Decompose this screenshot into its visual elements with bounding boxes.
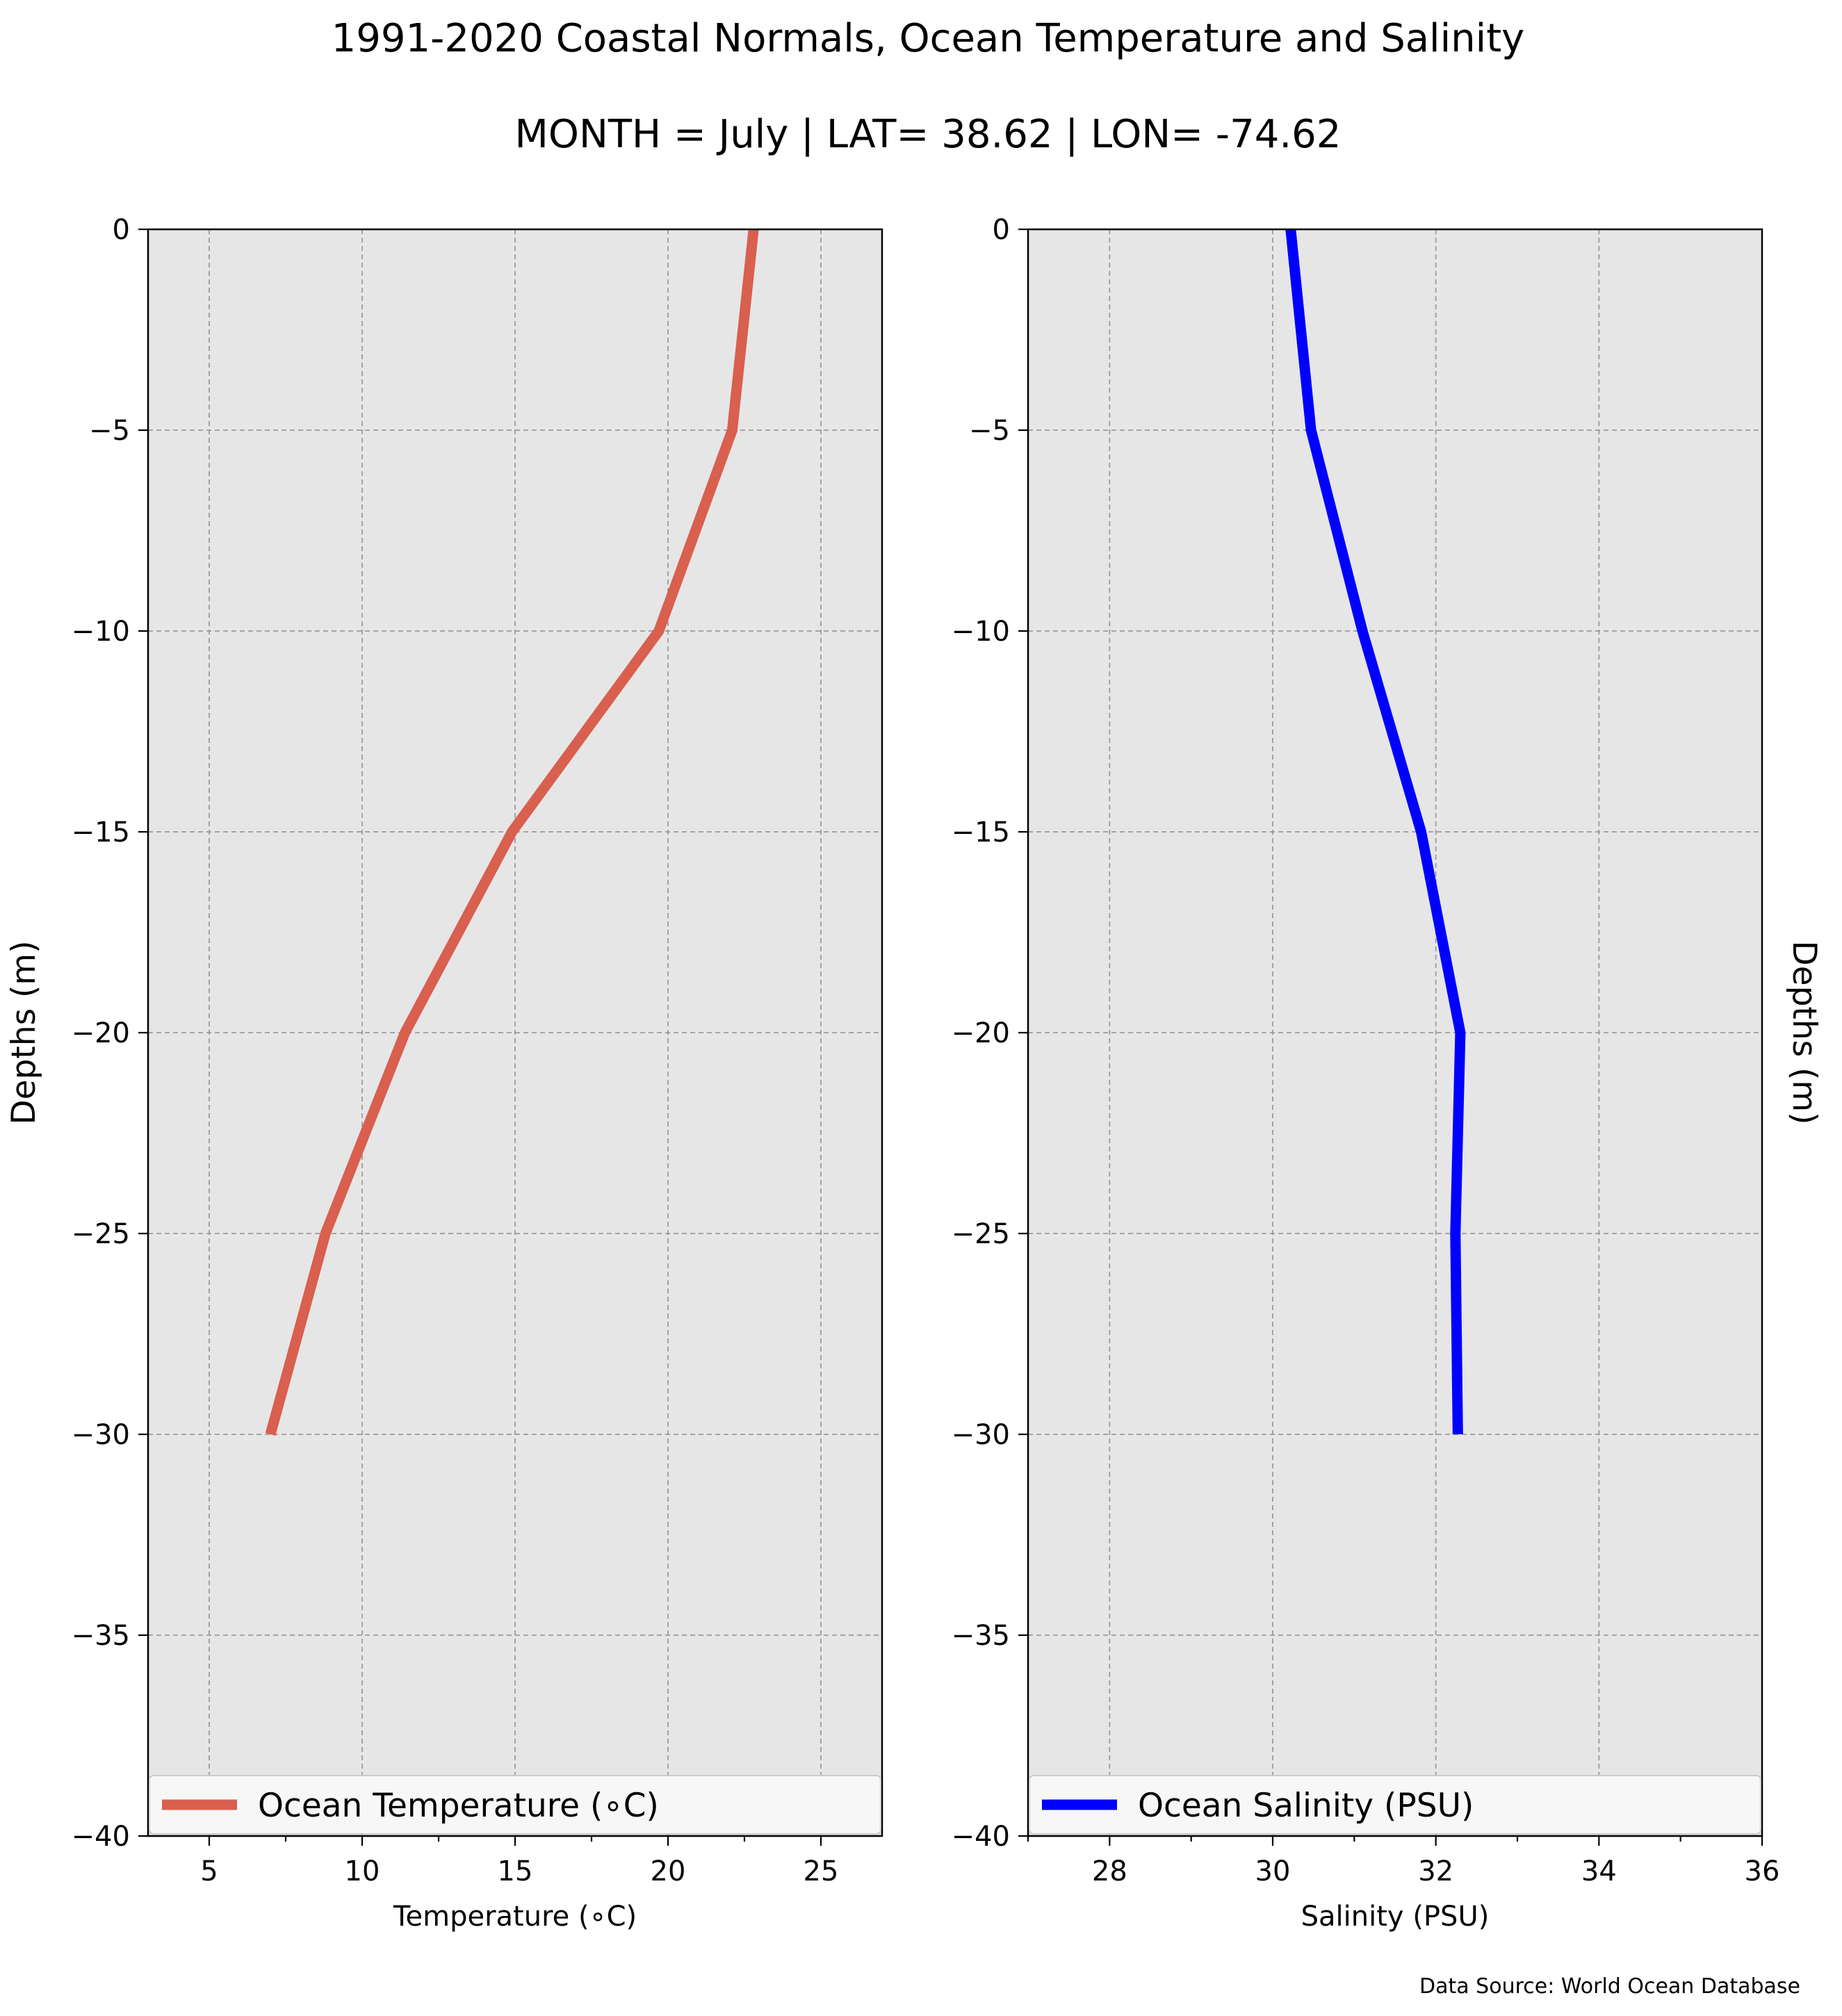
legend-label: Ocean Temperature (∘C) xyxy=(258,1787,659,1825)
x-axis-label: Salinity (PSU) xyxy=(1301,1901,1490,1933)
legend-label: Ocean Salinity (PSU) xyxy=(1138,1787,1474,1825)
x-tick-label: 36 xyxy=(1745,1855,1780,1887)
y-tick-label: −40 xyxy=(72,1821,130,1853)
y-tick-label: −40 xyxy=(952,1821,1010,1853)
y-tick-label: −30 xyxy=(952,1419,1010,1451)
y-tick-label: −5 xyxy=(969,415,1010,447)
x-tick-label: 20 xyxy=(651,1855,686,1887)
y-tick-label: 0 xyxy=(993,214,1010,246)
x-tick-label: 34 xyxy=(1581,1855,1617,1887)
series-line-temperature xyxy=(265,229,759,1436)
y-tick-label: −30 xyxy=(72,1419,130,1451)
y-tick-label: −35 xyxy=(72,1620,130,1652)
data-point xyxy=(270,1434,271,1435)
chart-title: 1991-2020 Coastal Normals, Ocean Tempera… xyxy=(332,16,1525,61)
y-tick-label: −25 xyxy=(952,1218,1010,1250)
data-point xyxy=(1362,631,1363,632)
legend: Ocean Temperature (∘C) xyxy=(149,1775,881,1835)
data-point xyxy=(658,631,659,632)
x-tick-label: 28 xyxy=(1092,1855,1127,1887)
y-tick-label: −10 xyxy=(72,616,130,648)
x-tick-label: 10 xyxy=(345,1855,380,1887)
y-axis-label: Depths (m) xyxy=(5,940,43,1124)
data-source-note: Data Source: World Ocean Database xyxy=(1419,1974,1800,1999)
y-tick-label: 0 xyxy=(113,214,130,246)
x-tick-label: 30 xyxy=(1255,1855,1291,1887)
y-tick-label: −15 xyxy=(72,817,130,849)
x-tick-label: 5 xyxy=(200,1855,218,1887)
y-tick-label: −15 xyxy=(952,817,1010,849)
legend-box xyxy=(1029,1775,1761,1835)
y-axis-label: Depths (m) xyxy=(1785,940,1823,1124)
x-axis-label: Temperature (∘C) xyxy=(393,1901,637,1933)
series-line-salinity xyxy=(1285,229,1466,1435)
y-tick-label: −20 xyxy=(952,1017,1010,1049)
y-tick-label: −25 xyxy=(72,1218,130,1250)
legend: Ocean Salinity (PSU) xyxy=(1029,1775,1761,1835)
temperature-panel: 5 10 15 20 25 0 −5 −10 −15 −20 −25 −30 −35 −40 Tempera… xyxy=(5,214,883,1933)
legend-box xyxy=(149,1775,881,1835)
y-tick-label: −35 xyxy=(952,1620,1010,1652)
x-tick-label: 25 xyxy=(804,1855,839,1887)
data-point xyxy=(732,430,733,431)
chart-subtitle: MONTH = July | LAT= 38.62 | LON= -74.62 xyxy=(515,112,1342,157)
salinity-panel: 28 30 32 34 36 0 −5 −10 −15 −20 −25 −30 −35 −40 Salini… xyxy=(952,214,1823,1933)
y-tick-label: −20 xyxy=(72,1017,130,1049)
data-point xyxy=(1311,430,1312,431)
x-tick-label: 15 xyxy=(498,1855,533,1887)
y-tick-label: −10 xyxy=(952,616,1010,648)
y-tick-label: −5 xyxy=(89,415,130,447)
x-tick-label: 32 xyxy=(1418,1855,1453,1887)
